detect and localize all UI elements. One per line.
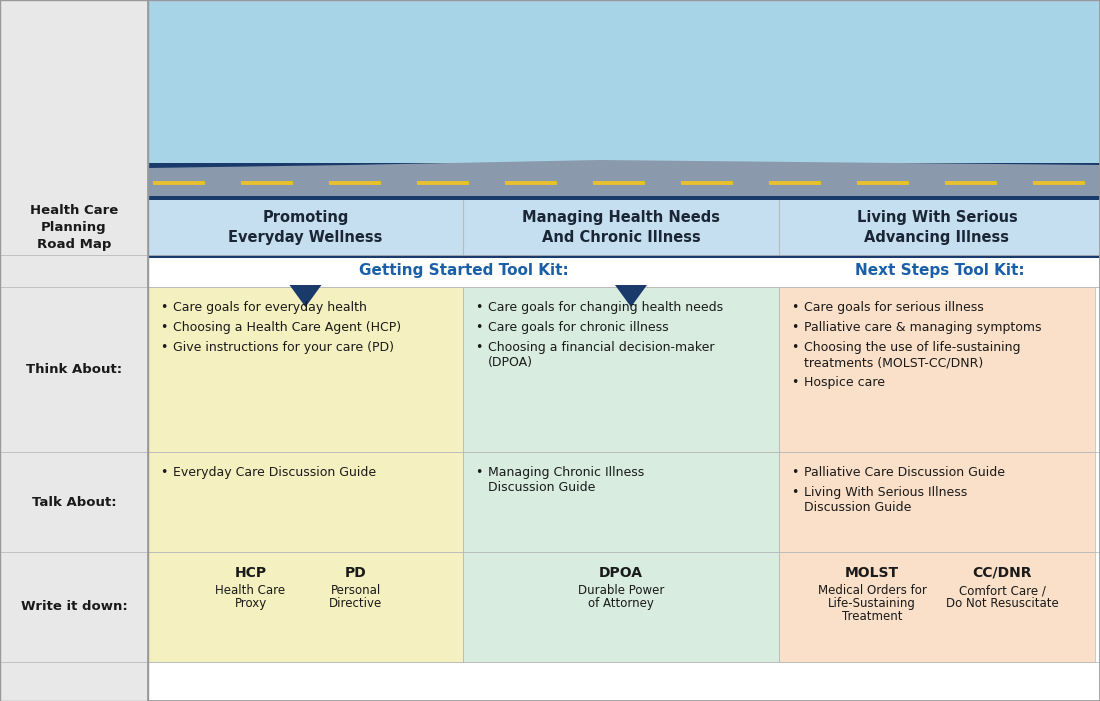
Bar <box>148 163 1100 200</box>
Text: •: • <box>160 321 167 334</box>
Text: Comfort Care /: Comfort Care / <box>958 584 1045 597</box>
Text: •: • <box>791 321 799 334</box>
Text: of Attorney: of Attorney <box>588 597 653 610</box>
Text: Palliative care & managing symptoms: Palliative care & managing symptoms <box>804 321 1042 334</box>
Bar <box>463 287 779 452</box>
Bar <box>148 287 463 452</box>
Text: •: • <box>160 341 167 354</box>
Text: Getting Started Tool Kit:: Getting Started Tool Kit: <box>359 264 569 278</box>
Text: •: • <box>160 466 167 479</box>
Text: Palliative Care Discussion Guide: Palliative Care Discussion Guide <box>804 466 1005 479</box>
Text: Care goals for everyday health: Care goals for everyday health <box>173 301 367 314</box>
Text: Living With Serious
Advancing Illness: Living With Serious Advancing Illness <box>857 210 1018 245</box>
Text: CC/DNR: CC/DNR <box>972 566 1032 580</box>
Text: Durable Power: Durable Power <box>578 584 664 597</box>
Text: •: • <box>475 321 483 334</box>
Polygon shape <box>615 285 647 307</box>
Polygon shape <box>148 160 1100 196</box>
Text: Care goals for serious illness: Care goals for serious illness <box>804 301 983 314</box>
Text: Promoting
Everyday Wellness: Promoting Everyday Wellness <box>229 210 383 245</box>
Text: •: • <box>791 376 799 389</box>
Text: Care goals for changing health needs: Care goals for changing health needs <box>488 301 723 314</box>
Text: Living With Serious Illness: Living With Serious Illness <box>804 486 967 499</box>
Text: Managing Chronic Illness: Managing Chronic Illness <box>488 466 645 479</box>
Text: Treatment: Treatment <box>842 610 902 623</box>
Text: Think About:: Think About: <box>26 363 122 376</box>
Text: treatments (MOLST-CC/DNR): treatments (MOLST-CC/DNR) <box>804 356 983 369</box>
Text: •: • <box>160 301 167 314</box>
Bar <box>148 200 1100 255</box>
Text: Choosing the use of life-sustaining: Choosing the use of life-sustaining <box>804 341 1021 354</box>
Text: Discussion Guide: Discussion Guide <box>804 501 912 514</box>
Text: Everyday Care Discussion Guide: Everyday Care Discussion Guide <box>173 466 376 479</box>
Text: Care goals for chronic illness: Care goals for chronic illness <box>488 321 669 334</box>
Bar <box>148 0 1100 200</box>
Bar <box>148 0 1100 701</box>
Bar <box>779 452 1094 552</box>
Text: Managing Health Needs
And Chronic Illness: Managing Health Needs And Chronic Illnes… <box>522 210 720 245</box>
Text: •: • <box>475 341 483 354</box>
Text: PD: PD <box>344 566 366 580</box>
Text: Health Care: Health Care <box>216 584 286 597</box>
Text: Hospice care: Hospice care <box>804 376 886 389</box>
Bar <box>148 452 463 552</box>
Text: Medical Orders for: Medical Orders for <box>817 584 926 597</box>
Bar <box>779 552 1094 662</box>
Bar <box>779 255 1100 258</box>
Text: •: • <box>791 341 799 354</box>
Text: •: • <box>475 301 483 314</box>
Polygon shape <box>289 285 321 307</box>
Text: (DPOA): (DPOA) <box>488 356 534 369</box>
Text: Directive: Directive <box>329 597 382 610</box>
Text: •: • <box>475 466 483 479</box>
Text: Choosing a Health Care Agent (HCP): Choosing a Health Care Agent (HCP) <box>173 321 402 334</box>
Text: Write it down:: Write it down: <box>21 601 128 613</box>
Bar <box>0 0 148 701</box>
Text: Proxy: Proxy <box>234 597 266 610</box>
Text: •: • <box>791 301 799 314</box>
Bar <box>463 552 779 662</box>
Bar <box>779 287 1094 452</box>
Bar <box>148 255 1100 287</box>
Text: Talk About:: Talk About: <box>32 496 117 508</box>
Text: Choosing a financial decision-maker: Choosing a financial decision-maker <box>488 341 715 354</box>
Bar <box>148 255 779 258</box>
Text: Discussion Guide: Discussion Guide <box>488 481 595 494</box>
Bar <box>148 552 463 662</box>
Text: •: • <box>791 486 799 499</box>
Bar <box>463 452 779 552</box>
Text: •: • <box>791 466 799 479</box>
Text: Personal: Personal <box>330 584 381 597</box>
Text: Next Steps Tool Kit:: Next Steps Tool Kit: <box>855 264 1024 278</box>
Text: Give instructions for your care (PD): Give instructions for your care (PD) <box>173 341 394 354</box>
Text: MOLST: MOLST <box>845 566 899 580</box>
Text: Life-Sustaining: Life-Sustaining <box>828 597 916 610</box>
Text: HCP: HCP <box>234 566 266 580</box>
Text: Do Not Resuscitate: Do Not Resuscitate <box>946 597 1058 610</box>
Text: DPOA: DPOA <box>600 566 643 580</box>
Text: Health Care
Planning
Road Map: Health Care Planning Road Map <box>30 204 118 251</box>
